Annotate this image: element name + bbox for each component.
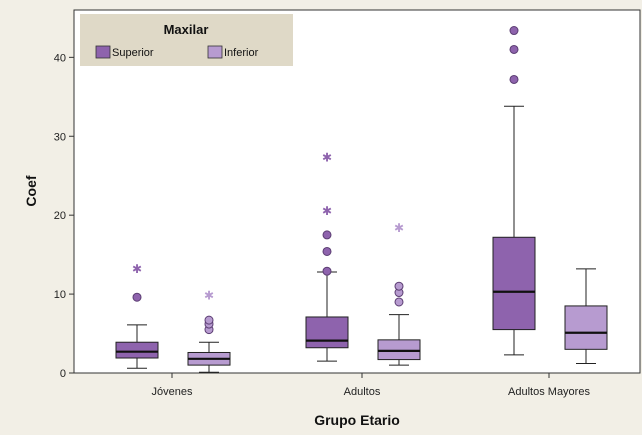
x-tick-label-0: Jóvenes <box>152 386 193 398</box>
plot-marks: ✱✱✱✱✱ <box>115 26 608 373</box>
box-iqr <box>492 236 536 331</box>
box-iqr <box>305 316 349 349</box>
outlier-point <box>509 74 519 84</box>
legend-box <box>80 14 293 66</box>
outlier-point <box>132 292 142 302</box>
box-inferior-2 <box>564 268 608 365</box>
plot-area <box>73 9 641 374</box>
box-superior-2 <box>492 26 536 356</box>
outlier-point <box>204 315 214 325</box>
y-tick-label-20: 20 <box>54 210 66 222</box>
x-axis-title: Grupo Etario <box>314 412 400 428</box>
y-tick-label-10: 10 <box>54 289 66 301</box>
outlier-point <box>394 281 404 291</box>
legend-label-superior: Superior <box>112 47 154 59</box>
box-superior-0: ✱ <box>115 262 159 369</box>
extreme-point: ✱ <box>322 204 332 218</box>
legend-swatch-superior <box>95 45 111 59</box>
extreme-point: ✱ <box>394 221 404 235</box>
box-iqr <box>564 305 608 350</box>
outlier-point <box>322 266 332 276</box>
legend-swatch-inferior <box>207 45 223 59</box>
box-superior-1: ✱✱ <box>305 151 349 362</box>
box-iqr <box>115 341 159 359</box>
legend-title: Maxilar <box>164 22 209 37</box>
y-tick-label-30: 30 <box>54 131 66 143</box>
outlier-point <box>394 297 404 307</box>
box-inferior-0: ✱ <box>187 289 231 373</box>
outlier-point <box>322 230 332 240</box>
x-tick-label-2: Adultos Mayores <box>508 386 590 398</box>
outlier-point <box>509 26 519 36</box>
legend-label-inferior: Inferior <box>224 47 259 59</box>
legend: Maxilar Superior Inferior <box>80 14 293 66</box>
box-iqr <box>377 339 421 361</box>
box-inferior-1: ✱ <box>377 221 421 366</box>
x-tick-label-1: Adultos <box>344 386 381 398</box>
y-tick-label-0: 0 <box>60 368 66 380</box>
outlier-point <box>509 44 519 54</box>
extreme-point: ✱ <box>204 289 214 303</box>
extreme-point: ✱ <box>132 262 142 276</box>
axes: 0 10 20 30 40 Jóvenes Adultos Adultos Mayores <box>54 52 591 398</box>
extreme-point: ✱ <box>322 151 332 165</box>
y-axis-title: Coef <box>23 175 39 206</box>
y-tick-label-40: 40 <box>54 52 66 64</box>
outlier-point <box>322 246 332 256</box>
